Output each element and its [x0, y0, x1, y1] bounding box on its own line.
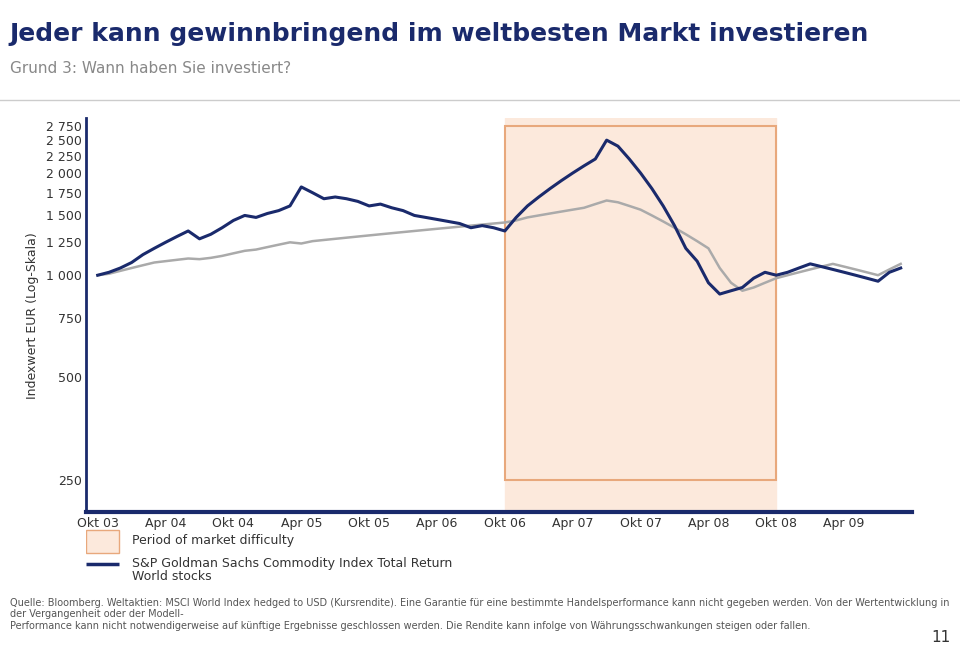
Text: S&P Goldman Sachs Commodity Index Total Return: S&P Goldman Sachs Commodity Index Total … [132, 557, 452, 570]
Text: Jeder kann gewinnbringend im weltbesten Markt investieren: Jeder kann gewinnbringend im weltbesten … [10, 22, 869, 46]
FancyBboxPatch shape [86, 530, 119, 553]
Text: World stocks: World stocks [132, 570, 211, 583]
Text: Quelle: Bloomberg. Weltaktien: MSCI World Index hedged to USD (Kursrendite). Ein: Quelle: Bloomberg. Weltaktien: MSCI Worl… [10, 598, 949, 631]
Y-axis label: Indexwert EUR (Log-Skala): Indexwert EUR (Log-Skala) [26, 232, 38, 399]
Bar [505, 118, 777, 512]
Text: 11: 11 [931, 630, 950, 645]
Bar [505, 126, 777, 480]
Text: Grund 3: Wann haben Sie investiert?: Grund 3: Wann haben Sie investiert? [10, 61, 291, 76]
Text: Period of market difficulty: Period of market difficulty [132, 533, 294, 547]
